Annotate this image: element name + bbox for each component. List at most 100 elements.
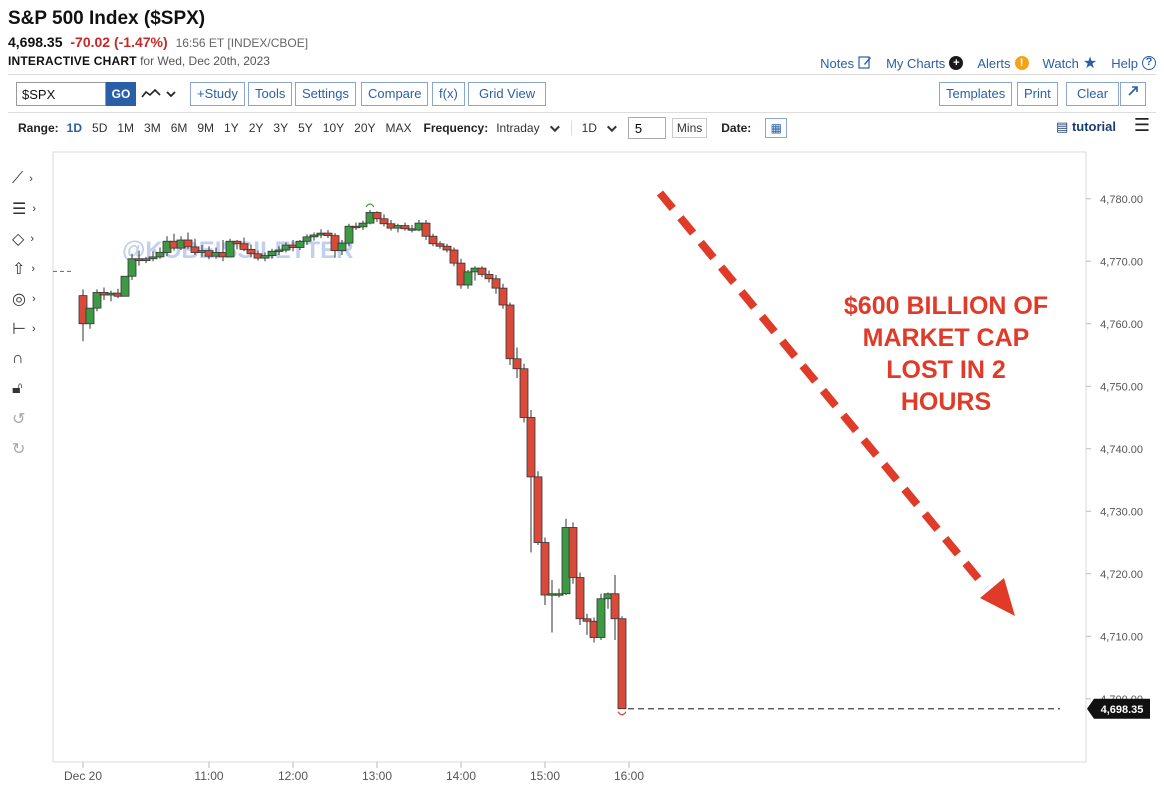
fibonacci-icon: ☰	[12, 201, 27, 218]
lock-tool[interactable]: 🔓︎	[10, 374, 50, 404]
period-select[interactable]: 1D	[570, 121, 617, 135]
candle-down	[449, 249, 459, 264]
trendline-icon: ⟋	[12, 170, 24, 187]
templates-button[interactable]: Templates	[939, 82, 1013, 106]
range-6m[interactable]: 6M	[170, 121, 188, 135]
candle-down	[568, 527, 578, 578]
candle-down	[610, 593, 620, 620]
candle-up	[344, 225, 354, 244]
fx-button[interactable]: f(x)	[432, 82, 465, 106]
top-links: Notes My Charts + Alerts ! Watch ★ Help …	[820, 53, 1156, 73]
notes-label: Notes	[820, 55, 855, 71]
my-charts-link[interactable]: My Charts +	[886, 53, 964, 73]
range-1y[interactable]: 1Y	[224, 121, 239, 135]
redo-icon: ↻	[12, 441, 26, 458]
star-icon: ★	[1082, 55, 1098, 72]
shapes-tool[interactable]: ◇ ›	[12, 231, 34, 248]
candle-up	[260, 255, 270, 259]
compare-button[interactable]: Compare	[361, 82, 429, 106]
undo-icon: ↺	[12, 411, 26, 428]
interval-unit[interactable]: Mins	[671, 118, 708, 138]
redo-tool[interactable]: ↻	[10, 434, 50, 464]
interactive-chart-label: INTERACTIVE CHART	[8, 54, 137, 68]
alert-icon: !	[1014, 56, 1029, 70]
watch-link[interactable]: Watch ★	[1043, 53, 1098, 73]
magnet-tool[interactable]: ∩	[10, 344, 50, 374]
range-1d[interactable]: 1D	[66, 121, 83, 135]
range-5d[interactable]: 5D	[92, 121, 108, 135]
range-5y[interactable]: 5Y	[298, 121, 313, 135]
help-link[interactable]: Help ?	[1111, 53, 1156, 73]
candle-down	[435, 243, 445, 247]
alerts-link[interactable]: Alerts !	[977, 53, 1029, 73]
pencil-icon	[858, 55, 872, 72]
chart-type-button[interactable]	[140, 84, 184, 104]
measure-tool[interactable]: ⊢ ›	[12, 321, 36, 338]
trend-arrow-head	[980, 578, 1015, 616]
candle-down	[540, 542, 550, 596]
expand-button[interactable]	[1120, 82, 1146, 106]
candle-down	[379, 218, 389, 225]
candle-down	[428, 235, 438, 245]
range-max[interactable]: MAX	[385, 121, 412, 135]
study-button[interactable]: +Study	[190, 82, 245, 106]
tools-button[interactable]: Tools	[248, 82, 293, 106]
range-3y[interactable]: 3Y	[273, 121, 289, 135]
candle-up	[358, 222, 368, 228]
annotation-text: $600 BILLION OF MARKET CAP LOST IN 2 HOURS	[844, 292, 1048, 416]
circle-tool[interactable]: ◎ ›	[12, 291, 36, 308]
calendar-icon[interactable]: ▦	[765, 118, 788, 138]
range-list: 1D 5D 1M 3M 6M 9M 1Y 2Y 3Y 5Y 10Y 20Y MAX	[67, 121, 422, 135]
range-20y[interactable]: 20Y	[354, 121, 376, 135]
plus-circle-icon: +	[949, 56, 964, 70]
quote-time: 16:56 ET [INDEX/CBOE]	[175, 36, 309, 50]
chevron-down-icon	[549, 121, 560, 132]
candle-down	[505, 304, 515, 360]
chart-toolbar: GO +Study Tools Settings Compare f(x) Gr…	[16, 82, 1154, 108]
last-price: 4,698.35	[8, 34, 63, 50]
menu-icon[interactable]: ☰	[1133, 115, 1150, 135]
frequency-select[interactable]: Intraday	[496, 121, 560, 135]
candle-down	[323, 232, 333, 237]
candlestick-chart: @KOBEISSILETTER 4,700.004,710.004,720.00…	[52, 151, 1150, 783]
tutorial-label: tutorial	[1071, 119, 1116, 134]
candle-up	[302, 236, 312, 242]
candle-up	[155, 252, 165, 258]
interval-input[interactable]	[627, 117, 666, 139]
tutorial-link[interactable]: ▤ tutorial	[1056, 119, 1116, 135]
x-tick-label: Dec 20	[64, 769, 102, 783]
range-1m[interactable]: 1M	[117, 121, 135, 135]
arrow-tool[interactable]: ⇧ ›	[12, 261, 36, 278]
go-button[interactable]: GO	[106, 82, 136, 106]
candle-up	[148, 256, 158, 260]
candle-up	[267, 250, 277, 257]
trendline-tool[interactable]: ⟋ ›	[12, 170, 33, 187]
y-tick-label: 4,780.00	[1100, 194, 1143, 206]
candle-up	[120, 275, 130, 297]
quote-line: 4,698.35 -70.02 (-1.47%) 16:56 ET [INDEX…	[8, 34, 308, 50]
divider	[8, 74, 1156, 75]
help-label: Help	[1111, 55, 1138, 71]
magnet-icon: ∩	[12, 350, 24, 367]
grid-view-button[interactable]: Grid View	[468, 82, 547, 106]
annotation-layer: 4,698.35 $600 BILLION OF MARKET CAP LOST IN…	[53, 190, 1150, 719]
range-9m[interactable]: 9M	[197, 121, 215, 135]
notes-link[interactable]: Notes	[820, 53, 872, 73]
last-price-label: 4,698.35	[1101, 704, 1144, 716]
chart-frame	[52, 151, 1087, 763]
period-value: 1D	[581, 121, 597, 135]
fibonacci-tool[interactable]: ☰ ›	[12, 201, 37, 218]
print-button[interactable]: Print	[1017, 82, 1058, 106]
settings-button[interactable]: Settings	[295, 82, 356, 106]
undo-tool[interactable]: ↺	[10, 404, 50, 434]
range-2y[interactable]: 2Y	[248, 121, 264, 135]
help-icon: ?	[1142, 56, 1156, 70]
range-3m[interactable]: 3M	[144, 121, 161, 135]
watch-label: Watch	[1042, 55, 1079, 71]
candle-down	[442, 245, 452, 251]
candle-up	[225, 240, 235, 258]
range-10y[interactable]: 10Y	[322, 121, 345, 135]
symbol-input[interactable]	[16, 82, 106, 106]
clear-button[interactable]: Clear	[1066, 82, 1120, 106]
interactive-chart-date: for Wed, Dec 20th, 2023	[140, 54, 270, 68]
